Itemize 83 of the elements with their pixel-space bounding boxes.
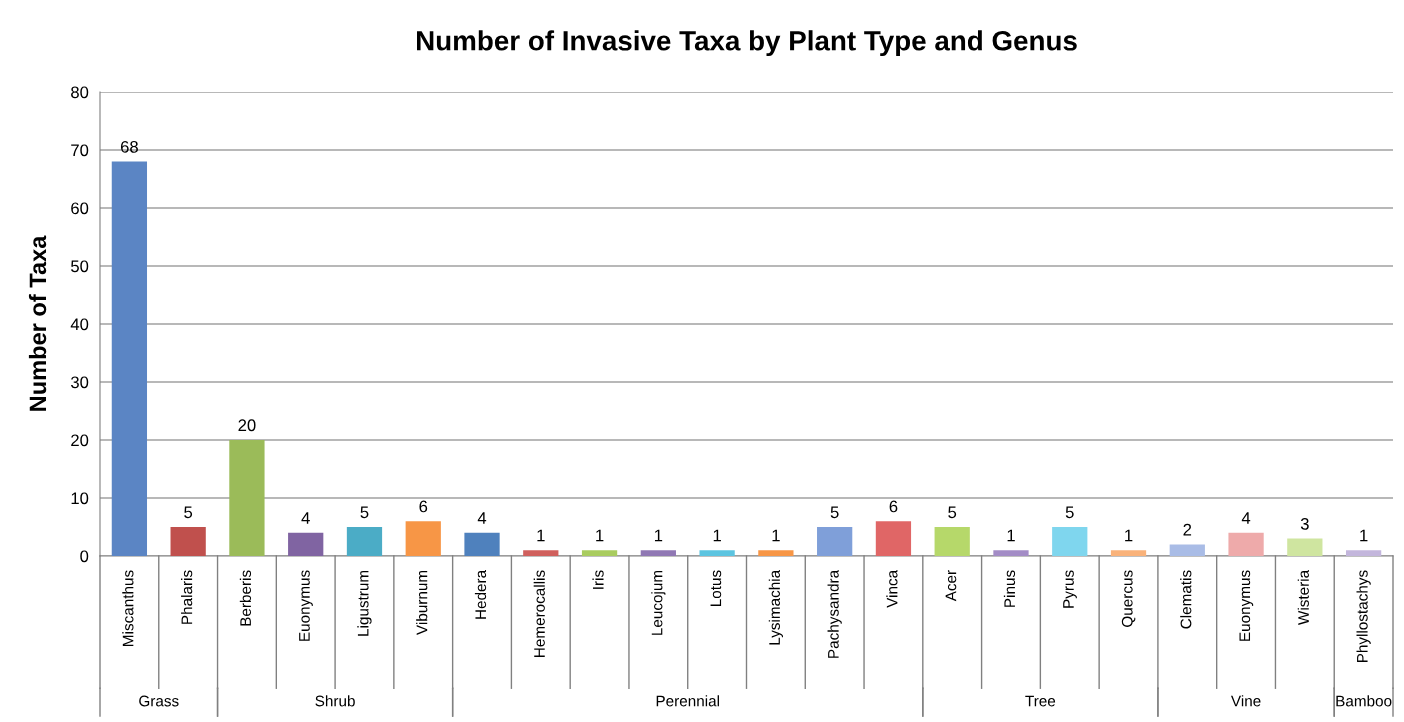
bar: [699, 550, 735, 556]
x-tick-label: Phyllostachys: [1356, 570, 1371, 663]
y-tick-label: 60: [71, 202, 89, 215]
bar: [875, 521, 912, 556]
bar: [581, 550, 618, 556]
x-tick-label: Miscanthus: [122, 570, 134, 646]
bar: [170, 527, 206, 556]
bar: [1287, 538, 1323, 556]
bar: [288, 532, 324, 556]
x-tick-label: Hedera: [474, 569, 487, 619]
data-label: 4: [477, 512, 487, 524]
x-tick-label: Leucojum: [651, 570, 666, 635]
x-tick-label: Hemerocallis: [533, 570, 545, 657]
data-label: 1: [713, 529, 721, 542]
data-label: 3: [1300, 517, 1309, 530]
x-tick-label: Pyrus: [1063, 570, 1077, 608]
bar: [111, 161, 148, 556]
text: Shrub: [315, 695, 355, 707]
x-tick-label: Lysimachia: [768, 569, 784, 645]
data-label: 1: [537, 529, 545, 542]
y-tick-label: 30: [70, 376, 89, 389]
x-tick-label: Vinca: [886, 569, 898, 608]
data-label: 4: [301, 512, 310, 524]
x-tick-label: Quercus: [1121, 570, 1136, 627]
data-label: 1: [1360, 529, 1368, 542]
y-tick-label: 0: [80, 550, 89, 563]
data-label: 1: [1007, 529, 1015, 542]
y-tick-label: 70: [71, 144, 89, 157]
x-tick-label: Pachysandra: [827, 569, 842, 658]
data-label: 1: [654, 529, 663, 542]
text: Bamboo: [1336, 695, 1392, 707]
x-tick-label: Iris: [592, 570, 604, 589]
text: Vine: [1230, 695, 1261, 707]
data-label: 5: [360, 506, 369, 519]
bar: [346, 527, 383, 556]
data-label: 5: [948, 506, 957, 519]
bar: [1110, 550, 1147, 556]
bar: [1228, 532, 1264, 556]
y-axis-title: Number of Taxa: [28, 235, 47, 411]
x-tick-label: Lotus: [710, 570, 722, 607]
text: Tree: [1025, 695, 1056, 707]
x-tick-label: Phalaris: [181, 570, 193, 624]
x-tick-label: Ligustrum: [357, 570, 372, 636]
data-label: 1: [596, 529, 604, 542]
y-tick-label: 40: [70, 318, 89, 331]
bar: [229, 440, 265, 556]
bar: [758, 550, 794, 556]
data-label: 20: [238, 419, 256, 432]
data-label: 6: [889, 500, 898, 513]
bar: [523, 550, 559, 556]
x-tick-label: Clematis: [1180, 570, 1192, 629]
x-tick-label: Berberis: [239, 570, 252, 626]
y-tick-label: 10: [71, 492, 89, 505]
x-tick-label: Viburnum: [416, 570, 428, 635]
data-label: 5: [184, 506, 193, 519]
text: Perennial: [656, 695, 719, 707]
data-label: 68: [120, 140, 138, 153]
data-label: 6: [419, 500, 428, 513]
x-tick-label: Acer: [945, 570, 957, 602]
y-tick-label: 50: [71, 260, 89, 273]
bar: [405, 521, 441, 556]
y-tick-label: 20: [71, 434, 89, 447]
x-tick-label: Euonymus: [299, 570, 313, 641]
data-label: 2: [1183, 523, 1192, 536]
bar: [464, 532, 500, 556]
data-label: 5: [1065, 506, 1074, 519]
text: Grass: [139, 695, 179, 707]
data-label: 4: [1241, 512, 1251, 524]
x-tick-label: Wisteria: [1297, 569, 1309, 625]
bar: [993, 550, 1029, 556]
x-tick-label: Pinus: [1003, 570, 1016, 607]
bar: [1169, 544, 1205, 556]
data-label: 1: [1125, 529, 1133, 542]
bar: [1345, 550, 1382, 556]
bar: [817, 527, 853, 556]
chart-title: Number of Invasive Taxa by Plant Type and Genus: [417, 30, 1077, 57]
x-tick-label: Euonymus: [1239, 570, 1254, 641]
bar: [1052, 527, 1088, 556]
data-label: 5: [830, 506, 839, 519]
bar: [934, 527, 970, 556]
y-tick-label: 80: [71, 86, 89, 99]
data-label: 1: [772, 529, 780, 542]
bar: [640, 550, 676, 556]
